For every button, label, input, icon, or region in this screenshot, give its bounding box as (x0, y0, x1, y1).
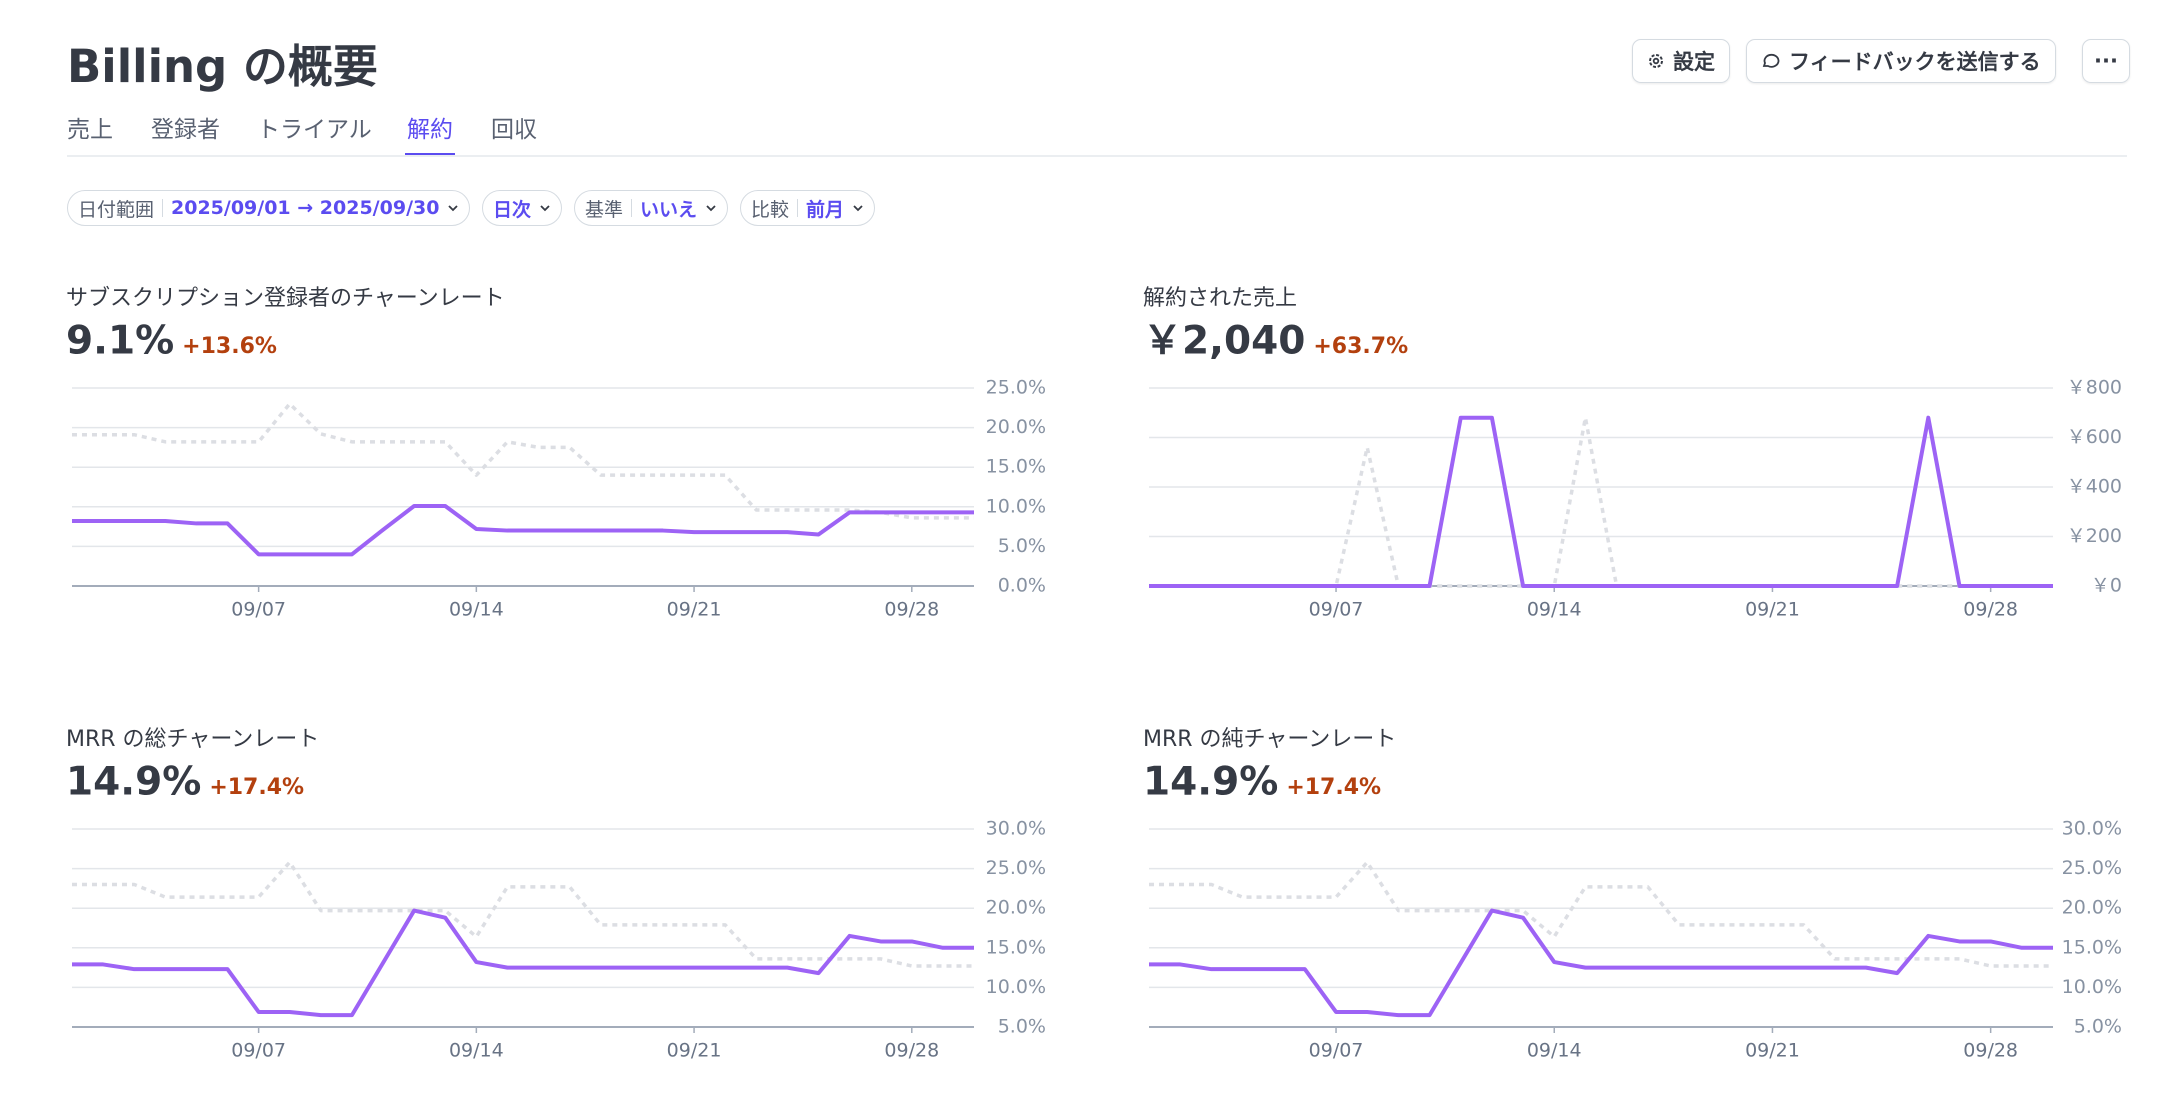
tab[interactable]: 売上 (67, 117, 113, 143)
y-tick-label: ￥0 (2091, 575, 2122, 597)
filter-pill[interactable]: 日次 (482, 190, 563, 226)
x-tick-label: 09/07 (231, 599, 286, 621)
kpi-change: +17.4% (209, 775, 304, 800)
filter-value: 2025/09/01 → 2025/09/30 (171, 197, 440, 219)
active-underline (405, 153, 455, 156)
y-tick-label: 10.0% (2062, 976, 2122, 998)
kpi-change: +17.4% (1286, 775, 1381, 800)
button-label: フィードバックを送信する (1789, 50, 2041, 74)
x-tick-label: 09/21 (667, 1040, 722, 1062)
y-tick-label: 15.0% (986, 936, 1046, 958)
y-tick-label: 10.0% (986, 495, 1046, 517)
current-line (1149, 908, 2053, 1018)
current-line (1149, 415, 2053, 588)
filter-value: いいえ (640, 198, 698, 221)
x-tick-label: 09/14 (1527, 1040, 1582, 1062)
page-title: Billing の概要 (67, 40, 378, 93)
y-tick-label: 30.0% (2062, 818, 2122, 840)
filter-label: 基準 (585, 198, 624, 221)
kpi-value: 9.1% (66, 319, 174, 364)
gear-icon (1649, 54, 1663, 68)
filter-label: 比較 (751, 198, 790, 221)
y-tick-label: 10.0% (986, 976, 1046, 998)
y-tick-label: ￥200 (2067, 525, 2122, 547)
x-tick-label: 09/28 (1963, 1040, 2018, 1062)
kpi-change: +13.6% (182, 334, 277, 359)
filter-value: 日次 (493, 198, 532, 221)
x-tick-label: 09/21 (667, 599, 722, 621)
filter-value: 前月 (806, 198, 845, 221)
chart-title: MRR の総チャーンレート (66, 727, 319, 752)
kpi-value: 14.9% (66, 760, 201, 805)
y-tick-label: 20.0% (986, 897, 1046, 919)
x-tick-label: 09/21 (1745, 599, 1800, 621)
current-line (72, 504, 974, 557)
comment-icon (1762, 53, 1780, 68)
chevron (448, 205, 459, 212)
tab[interactable]: 登録者 (151, 117, 220, 143)
comparison-line (72, 402, 974, 520)
y-tick-label: 15.0% (986, 456, 1046, 478)
comparison-line (1149, 415, 2053, 588)
x-tick-label: 09/07 (1309, 599, 1364, 621)
button-label: 設定 (1673, 50, 1715, 74)
y-tick-label: 25.0% (986, 857, 1046, 879)
chart-title: 解約された売上 (1143, 286, 1297, 311)
x-tick-label: 09/14 (449, 1040, 504, 1062)
chart-title: MRR の純チャーンレート (1143, 727, 1396, 752)
y-tick-label: 0.0% (998, 575, 1046, 597)
y-tick-label: 20.0% (986, 416, 1046, 438)
filter-pill[interactable]: 基準 いいえ (574, 190, 729, 226)
chevron (540, 205, 550, 212)
comparison-line (72, 860, 974, 968)
comparison-line (1149, 860, 2053, 968)
x-tick-label: 09/28 (884, 599, 939, 621)
kpi-change: +63.7% (1313, 334, 1408, 359)
more-button[interactable]: ··· (2082, 39, 2130, 83)
y-tick-label: 5.0% (998, 535, 1046, 557)
button-label: ··· (2094, 49, 2118, 73)
feedback-button[interactable]: フィードバックを送信する (1746, 39, 2056, 83)
y-tick-label: ￥600 (2067, 426, 2122, 448)
current-line (72, 908, 974, 1018)
tab[interactable]: 回収 (491, 117, 537, 143)
settings-button[interactable]: 設定 (1632, 39, 1730, 83)
x-tick-label: 09/14 (1527, 599, 1582, 621)
tab-divider (67, 155, 2127, 157)
separator (631, 199, 633, 217)
x-tick-label: 09/07 (1309, 1040, 1364, 1062)
kpi-value: 14.9% (1143, 760, 1278, 805)
x-tick-label: 09/28 (1963, 599, 2018, 621)
x-tick-label: 09/07 (231, 1040, 286, 1062)
x-tick-label: 09/21 (1745, 1040, 1800, 1062)
filter-pill[interactable]: 比較 前月 (740, 190, 876, 226)
tab[interactable]: 解約 (407, 117, 453, 143)
y-tick-label: 25.0% (2062, 857, 2122, 879)
separator (797, 199, 799, 217)
y-tick-label: 30.0% (986, 818, 1046, 840)
filter-label: 日付範囲 (78, 198, 155, 221)
y-tick-label: 5.0% (2074, 1016, 2122, 1038)
chevron (853, 205, 863, 212)
tab[interactable]: トライアル (257, 117, 372, 143)
y-tick-label: 5.0% (998, 1016, 1046, 1038)
x-tick-label: 09/28 (884, 1040, 939, 1062)
x-tick-label: 09/14 (449, 599, 504, 621)
y-tick-label: 20.0% (2062, 897, 2122, 919)
y-tick-label: 15.0% (2062, 936, 2122, 958)
chart-title: サブスクリプション登録者のチャーンレート (66, 286, 505, 311)
kpi-value: ￥2,040 (1143, 319, 1305, 364)
y-tick-label: 25.0% (986, 377, 1046, 399)
y-tick-label: ￥400 (2067, 476, 2122, 498)
chevron (706, 205, 716, 212)
y-tick-label: ￥800 (2067, 377, 2122, 399)
separator (162, 199, 164, 217)
filter-pill[interactable]: 日付範囲 2025/09/01 → 2025/09/30 (67, 190, 471, 226)
